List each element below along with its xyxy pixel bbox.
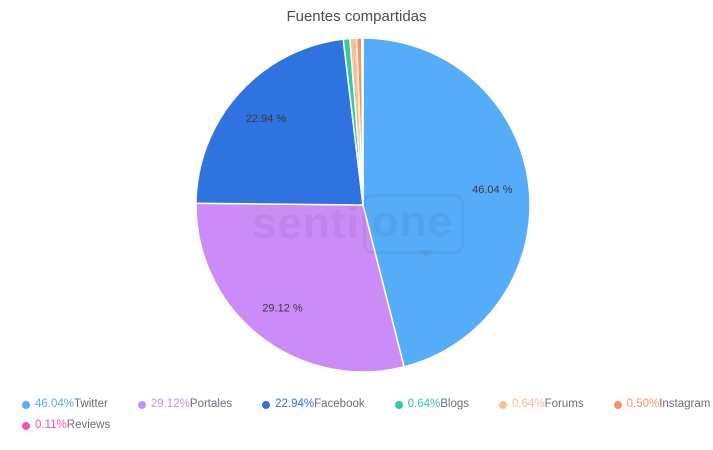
legend-item-instagram[interactable]: 0.50% Instagram xyxy=(613,398,711,411)
legend-dot-twitter xyxy=(22,400,30,409)
legend-percentage: 46.04% xyxy=(35,398,75,410)
slice-label-portales: 29.12 % xyxy=(262,302,303,314)
pie-slice-facebook[interactable] xyxy=(195,38,364,206)
legend-label: Facebook xyxy=(314,398,365,410)
legend-dot-instagram xyxy=(613,400,622,409)
legend-item-portales[interactable]: 29.12% Portales xyxy=(137,398,233,411)
legend-percentage: 0.64% xyxy=(512,398,545,410)
legend-item-reviews[interactable]: 0.11% Reviews xyxy=(22,419,110,432)
chart-title: Fuentes compartidas xyxy=(286,8,427,25)
legend-percentage: 22.94% xyxy=(275,398,315,410)
legend-dot-reviews xyxy=(22,421,30,430)
legend-item-twitter[interactable]: 46.04% Twitter xyxy=(22,398,108,411)
legend-label: Instagram xyxy=(659,398,711,410)
legend-percentage: 0.50% xyxy=(626,398,660,410)
legend-item-forums[interactable]: 0.64% Forums xyxy=(499,398,584,411)
legend-percentage: 0.64% xyxy=(407,398,441,410)
legend-label: Twitter xyxy=(74,398,108,410)
legend-label: Reviews xyxy=(66,419,111,431)
slice-label-facebook: 22.94 % xyxy=(246,113,287,125)
legend-dot-forums xyxy=(499,400,508,409)
legend-percentage: 0.11% xyxy=(35,419,67,431)
legend-dot-blogs xyxy=(394,400,403,409)
pie-slice-twitter[interactable] xyxy=(362,37,531,368)
slice-label-twitter: 46.04 % xyxy=(472,184,513,196)
legend-label: Portales xyxy=(189,398,233,410)
legend-label: Blogs xyxy=(440,398,470,410)
legend-dot-facebook xyxy=(262,400,271,409)
legend-percentage: 29.12% xyxy=(150,398,190,410)
legend-dot-portales xyxy=(137,400,146,409)
legend-item-blogs[interactable]: 0.64% Blogs xyxy=(394,398,470,411)
legend-label: Forums xyxy=(544,398,584,410)
legend-item-facebook[interactable]: 22.94% Facebook xyxy=(262,398,365,411)
chart-legend: 46.04% Twitter 29.12% Portales 22.94% Faceboo… xyxy=(0,398,713,432)
pie-slice-reviews[interactable] xyxy=(361,37,364,206)
pie-slice-portales[interactable] xyxy=(195,202,405,373)
